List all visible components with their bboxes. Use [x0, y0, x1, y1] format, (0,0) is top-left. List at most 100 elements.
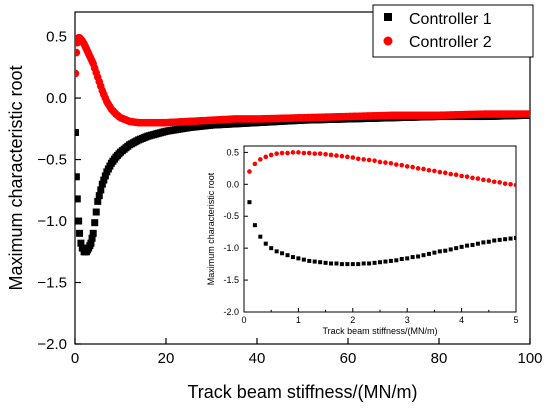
inset-point-controller-1 [454, 246, 459, 251]
inset-point-controller-2 [421, 166, 426, 172]
inset-y-tick-label: 0.5 [226, 147, 239, 157]
legend-label-controller-2: Controller 2 [409, 34, 492, 51]
inset-point-controller-2 [312, 151, 318, 156]
main-y-tick-label: −0.5 [37, 152, 67, 169]
inset-point-controller-2 [366, 157, 372, 163]
inset-y-tick-label: -1.5 [223, 275, 239, 285]
inset-point-controller-2 [502, 181, 508, 186]
inset-point-controller-1 [448, 247, 453, 252]
main-point-controller-1 [94, 197, 102, 205]
main-point-controller-1 [97, 186, 105, 194]
inset-point-controller-1 [459, 244, 464, 249]
inset-point-controller-2 [404, 164, 410, 169]
main-x-tick-label: 20 [158, 350, 175, 367]
inset-point-controller-2 [388, 160, 394, 166]
main-x-axis-title: Track beam stiffness/(MN/m) [187, 382, 417, 402]
inset-point-controller-2 [513, 182, 516, 188]
legend-label-controller-1: Controller 1 [409, 11, 492, 28]
inset-x-axis-title: Track beam stiffness/(MN/m) [322, 326, 437, 336]
inset-point-controller-2 [252, 161, 258, 167]
inset-point-controller-2 [279, 150, 285, 156]
main-point-controller-1 [100, 176, 108, 184]
inset-point-controller-2 [301, 150, 307, 156]
main-y-tick-label: −1.5 [37, 275, 67, 292]
inset-point-controller-2 [481, 177, 486, 183]
inset-point-controller-1 [378, 260, 382, 265]
main-data-points [75, 34, 530, 256]
inset-point-controller-1 [388, 258, 393, 263]
inset-point-controller-2 [399, 162, 405, 168]
inset-point-controller-2 [442, 170, 448, 176]
main-point-controller-1 [101, 172, 109, 180]
legend-marker-controller-1 [384, 13, 392, 21]
inset-point-controller-1 [443, 248, 448, 253]
inset-series-controller-2 [247, 150, 516, 188]
legend-box [372, 4, 534, 58]
legend-marker-controller-2 [383, 36, 393, 46]
inset-point-controller-1 [269, 246, 274, 251]
inset-point-controller-1 [416, 254, 421, 259]
inset-point-controller-2 [426, 167, 432, 173]
inset-point-controller-2 [263, 154, 269, 160]
main-point-controller-2 [526, 110, 530, 118]
inset-point-controller-1 [312, 259, 317, 264]
inset-y-tick-label: 0.0 [226, 179, 239, 189]
inset-point-controller-1 [350, 262, 355, 267]
inset-point-controller-2 [285, 150, 290, 156]
inset-point-controller-1 [263, 241, 268, 246]
main-point-controller-1 [87, 239, 95, 247]
inset-point-controller-1 [372, 260, 377, 265]
main-point-controller-1 [88, 234, 96, 242]
inset-point-controller-2 [258, 157, 263, 162]
main-y-tick-label: −2.0 [37, 336, 67, 353]
inset-point-controller-1 [399, 257, 404, 262]
inset-point-controller-2 [448, 171, 454, 177]
inset-point-controller-2 [350, 155, 356, 160]
inset-point-controller-2 [247, 169, 252, 174]
inset-point-controller-2 [323, 152, 328, 157]
main-point-controller-1 [75, 195, 81, 203]
main-x-tick-label: 0 [71, 350, 79, 367]
main-y-axis-title: Maximum characteristic root [6, 65, 26, 290]
inset-point-controller-1 [301, 257, 306, 262]
main-point-controller-1 [76, 229, 84, 237]
main-x-tick-label: 80 [431, 350, 448, 367]
main-point-controller-1 [78, 244, 86, 252]
inset-point-controller-1 [421, 253, 426, 258]
inset-point-controller-2 [377, 159, 383, 165]
inset-y-tick-label: -2.0 [223, 307, 239, 317]
inset-x-tick-label: 1 [296, 315, 301, 325]
inset-point-controller-1 [475, 241, 480, 246]
main-series-controller-2 [75, 34, 530, 127]
inset-point-controller-2 [372, 158, 377, 163]
inset-point-controller-1 [465, 243, 470, 248]
inset-y-axis-title: Maximum characteristic root [206, 172, 216, 285]
inset-x-tick-label: 2 [350, 315, 355, 325]
inset-point-controller-2 [415, 166, 421, 171]
inset-point-controller-2 [383, 160, 388, 165]
main-x-tick-label: 100 [517, 350, 542, 367]
inset-point-controller-1 [323, 260, 328, 265]
inset-point-controller-2 [339, 153, 345, 159]
inset-point-controller-2 [345, 154, 350, 160]
inset-point-controller-1 [296, 256, 301, 261]
main-point-controller-1 [75, 217, 83, 225]
inset-point-controller-2 [394, 162, 399, 167]
inset-x-tick-label: 0 [241, 315, 246, 325]
inset-point-controller-1 [394, 258, 399, 263]
inset-point-controller-1 [470, 242, 475, 247]
inset-point-controller-1 [329, 261, 334, 266]
inset-point-controller-1 [367, 261, 372, 266]
main-point-controller-1 [98, 180, 106, 188]
inset-point-controller-2 [508, 182, 513, 187]
inset-point-controller-2 [410, 164, 415, 170]
legend: Controller 1 Controller 2 [372, 4, 534, 58]
inset-point-controller-2 [290, 150, 296, 155]
inset-point-controller-2 [306, 150, 312, 156]
main-y-tick-label: 0.5 [46, 29, 67, 46]
inset-point-controller-1 [307, 258, 312, 263]
inset-point-controller-2 [470, 175, 475, 181]
main-chart: 0 20 40 60 80 1000.50.0−0.5−1.0−1.5−2.0Track … [6, 11, 543, 402]
inset-point-controller-1 [410, 255, 415, 260]
